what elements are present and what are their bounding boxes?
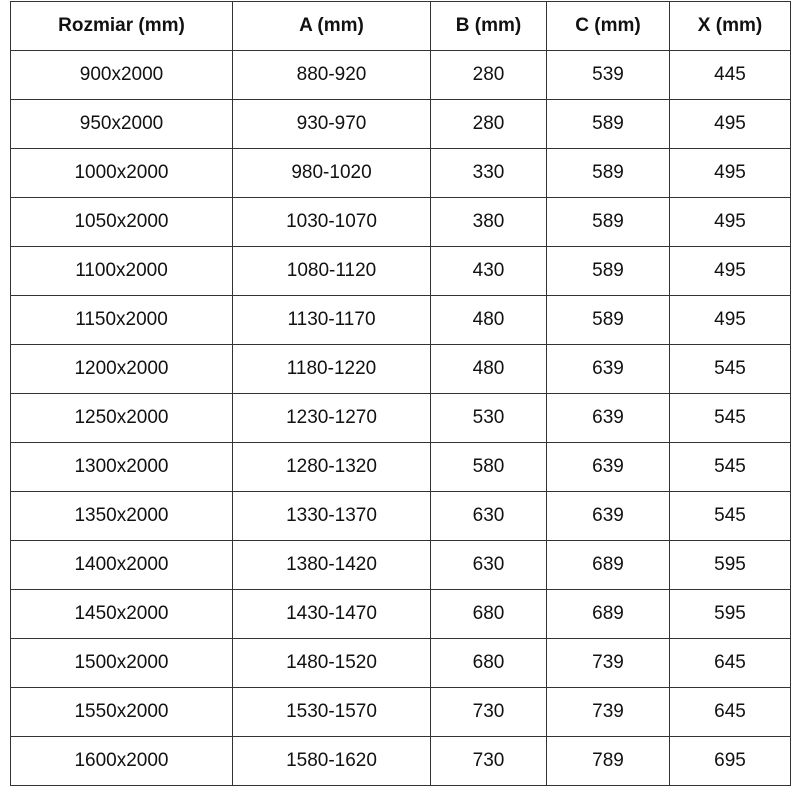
cell-b: 280 xyxy=(430,50,547,100)
cell-b: 630 xyxy=(430,540,547,590)
cell-size: 1600x2000 xyxy=(10,736,233,786)
cell-x: 495 xyxy=(669,148,791,198)
cell-b: 330 xyxy=(430,148,547,198)
cell-a: 1480-1520 xyxy=(232,638,431,688)
cell-size: 1100x2000 xyxy=(10,246,233,296)
cell-size: 1000x2000 xyxy=(10,148,233,198)
cell-b: 480 xyxy=(430,344,547,394)
cell-x: 595 xyxy=(669,540,791,590)
cell-a: 1430-1470 xyxy=(232,589,431,639)
cell-b: 530 xyxy=(430,393,547,443)
cell-size: 1400x2000 xyxy=(10,540,233,590)
cell-b: 730 xyxy=(430,687,547,737)
cell-a: 1580-1620 xyxy=(232,736,431,786)
cell-b: 480 xyxy=(430,295,547,345)
cell-size: 1350x2000 xyxy=(10,491,233,541)
cell-a: 1130-1170 xyxy=(232,295,431,345)
table-row: 900x2000 880-920 280 539 445 xyxy=(10,50,791,100)
table-row: 1600x2000 1580-1620 730 789 695 xyxy=(10,736,791,786)
cell-x: 545 xyxy=(669,491,791,541)
cell-a: 1280-1320 xyxy=(232,442,431,492)
cell-c: 639 xyxy=(546,344,670,394)
table-row: 1100x2000 1080-1120 430 589 495 xyxy=(10,246,791,296)
cell-c: 789 xyxy=(546,736,670,786)
cell-b: 680 xyxy=(430,638,547,688)
cell-x: 595 xyxy=(669,589,791,639)
cell-a: 930-970 xyxy=(232,99,431,149)
table-row: 1500x2000 1480-1520 680 739 645 xyxy=(10,638,791,688)
cell-size: 1500x2000 xyxy=(10,638,233,688)
cell-size: 1450x2000 xyxy=(10,589,233,639)
table-row: 1050x2000 1030-1070 380 589 495 xyxy=(10,197,791,247)
table-row: 1550x2000 1530-1570 730 739 645 xyxy=(10,687,791,737)
cell-c: 639 xyxy=(546,442,670,492)
cell-c: 639 xyxy=(546,491,670,541)
cell-a: 1080-1120 xyxy=(232,246,431,296)
cell-a: 1330-1370 xyxy=(232,491,431,541)
table-row: 1450x2000 1430-1470 680 689 595 xyxy=(10,589,791,639)
cell-c: 589 xyxy=(546,148,670,198)
cell-size: 900x2000 xyxy=(10,50,233,100)
header-row: Rozmiar (mm) A (mm) B (mm) C (mm) X (mm) xyxy=(10,1,791,51)
table-body: 900x2000 880-920 280 539 445 950x2000 930-970 2… xyxy=(10,50,791,786)
cell-x: 545 xyxy=(669,344,791,394)
cell-size: 1550x2000 xyxy=(10,687,233,737)
cell-a: 1380-1420 xyxy=(232,540,431,590)
cell-b: 680 xyxy=(430,589,547,639)
cell-size: 1250x2000 xyxy=(10,393,233,443)
cell-c: 739 xyxy=(546,687,670,737)
table-row: 950x2000 930-970 280 589 495 xyxy=(10,99,791,149)
table-row: 1250x2000 1230-1270 530 639 545 xyxy=(10,393,791,443)
header-a: A (mm) xyxy=(232,1,431,51)
cell-x: 695 xyxy=(669,736,791,786)
cell-c: 689 xyxy=(546,589,670,639)
cell-x: 495 xyxy=(669,197,791,247)
header-b: B (mm) xyxy=(430,1,547,51)
cell-x: 545 xyxy=(669,393,791,443)
cell-c: 639 xyxy=(546,393,670,443)
table-row: 1400x2000 1380-1420 630 689 595 xyxy=(10,540,791,590)
cell-c: 589 xyxy=(546,295,670,345)
cell-c: 589 xyxy=(546,197,670,247)
table-row: 1000x2000 980-1020 330 589 495 xyxy=(10,148,791,198)
cell-x: 545 xyxy=(669,442,791,492)
cell-x: 645 xyxy=(669,638,791,688)
table-row: 1150x2000 1130-1170 480 589 495 xyxy=(10,295,791,345)
cell-x: 495 xyxy=(669,99,791,149)
cell-b: 730 xyxy=(430,736,547,786)
header-size: Rozmiar (mm) xyxy=(10,1,233,51)
cell-a: 980-1020 xyxy=(232,148,431,198)
cell-c: 739 xyxy=(546,638,670,688)
cell-x: 645 xyxy=(669,687,791,737)
table-row: 1350x2000 1330-1370 630 639 545 xyxy=(10,491,791,541)
cell-b: 580 xyxy=(430,442,547,492)
cell-a: 1030-1070 xyxy=(232,197,431,247)
cell-a: 1530-1570 xyxy=(232,687,431,737)
cell-a: 880-920 xyxy=(232,50,431,100)
cell-x: 445 xyxy=(669,50,791,100)
cell-a: 1230-1270 xyxy=(232,393,431,443)
cell-x: 495 xyxy=(669,295,791,345)
cell-c: 589 xyxy=(546,99,670,149)
cell-b: 430 xyxy=(430,246,547,296)
table-row: 1300x2000 1280-1320 580 639 545 xyxy=(10,442,791,492)
cell-size: 950x2000 xyxy=(10,99,233,149)
cell-x: 495 xyxy=(669,246,791,296)
table-row: 1200x2000 1180-1220 480 639 545 xyxy=(10,344,791,394)
cell-a: 1180-1220 xyxy=(232,344,431,394)
cell-b: 280 xyxy=(430,99,547,149)
dimensions-table: Rozmiar (mm) A (mm) B (mm) C (mm) X (mm)… xyxy=(10,1,791,786)
cell-b: 380 xyxy=(430,197,547,247)
cell-size: 1050x2000 xyxy=(10,197,233,247)
cell-size: 1300x2000 xyxy=(10,442,233,492)
cell-c: 689 xyxy=(546,540,670,590)
header-c: C (mm) xyxy=(546,1,670,51)
cell-size: 1200x2000 xyxy=(10,344,233,394)
cell-c: 539 xyxy=(546,50,670,100)
header-x: X (mm) xyxy=(669,1,791,51)
cell-c: 589 xyxy=(546,246,670,296)
cell-b: 630 xyxy=(430,491,547,541)
cell-size: 1150x2000 xyxy=(10,295,233,345)
